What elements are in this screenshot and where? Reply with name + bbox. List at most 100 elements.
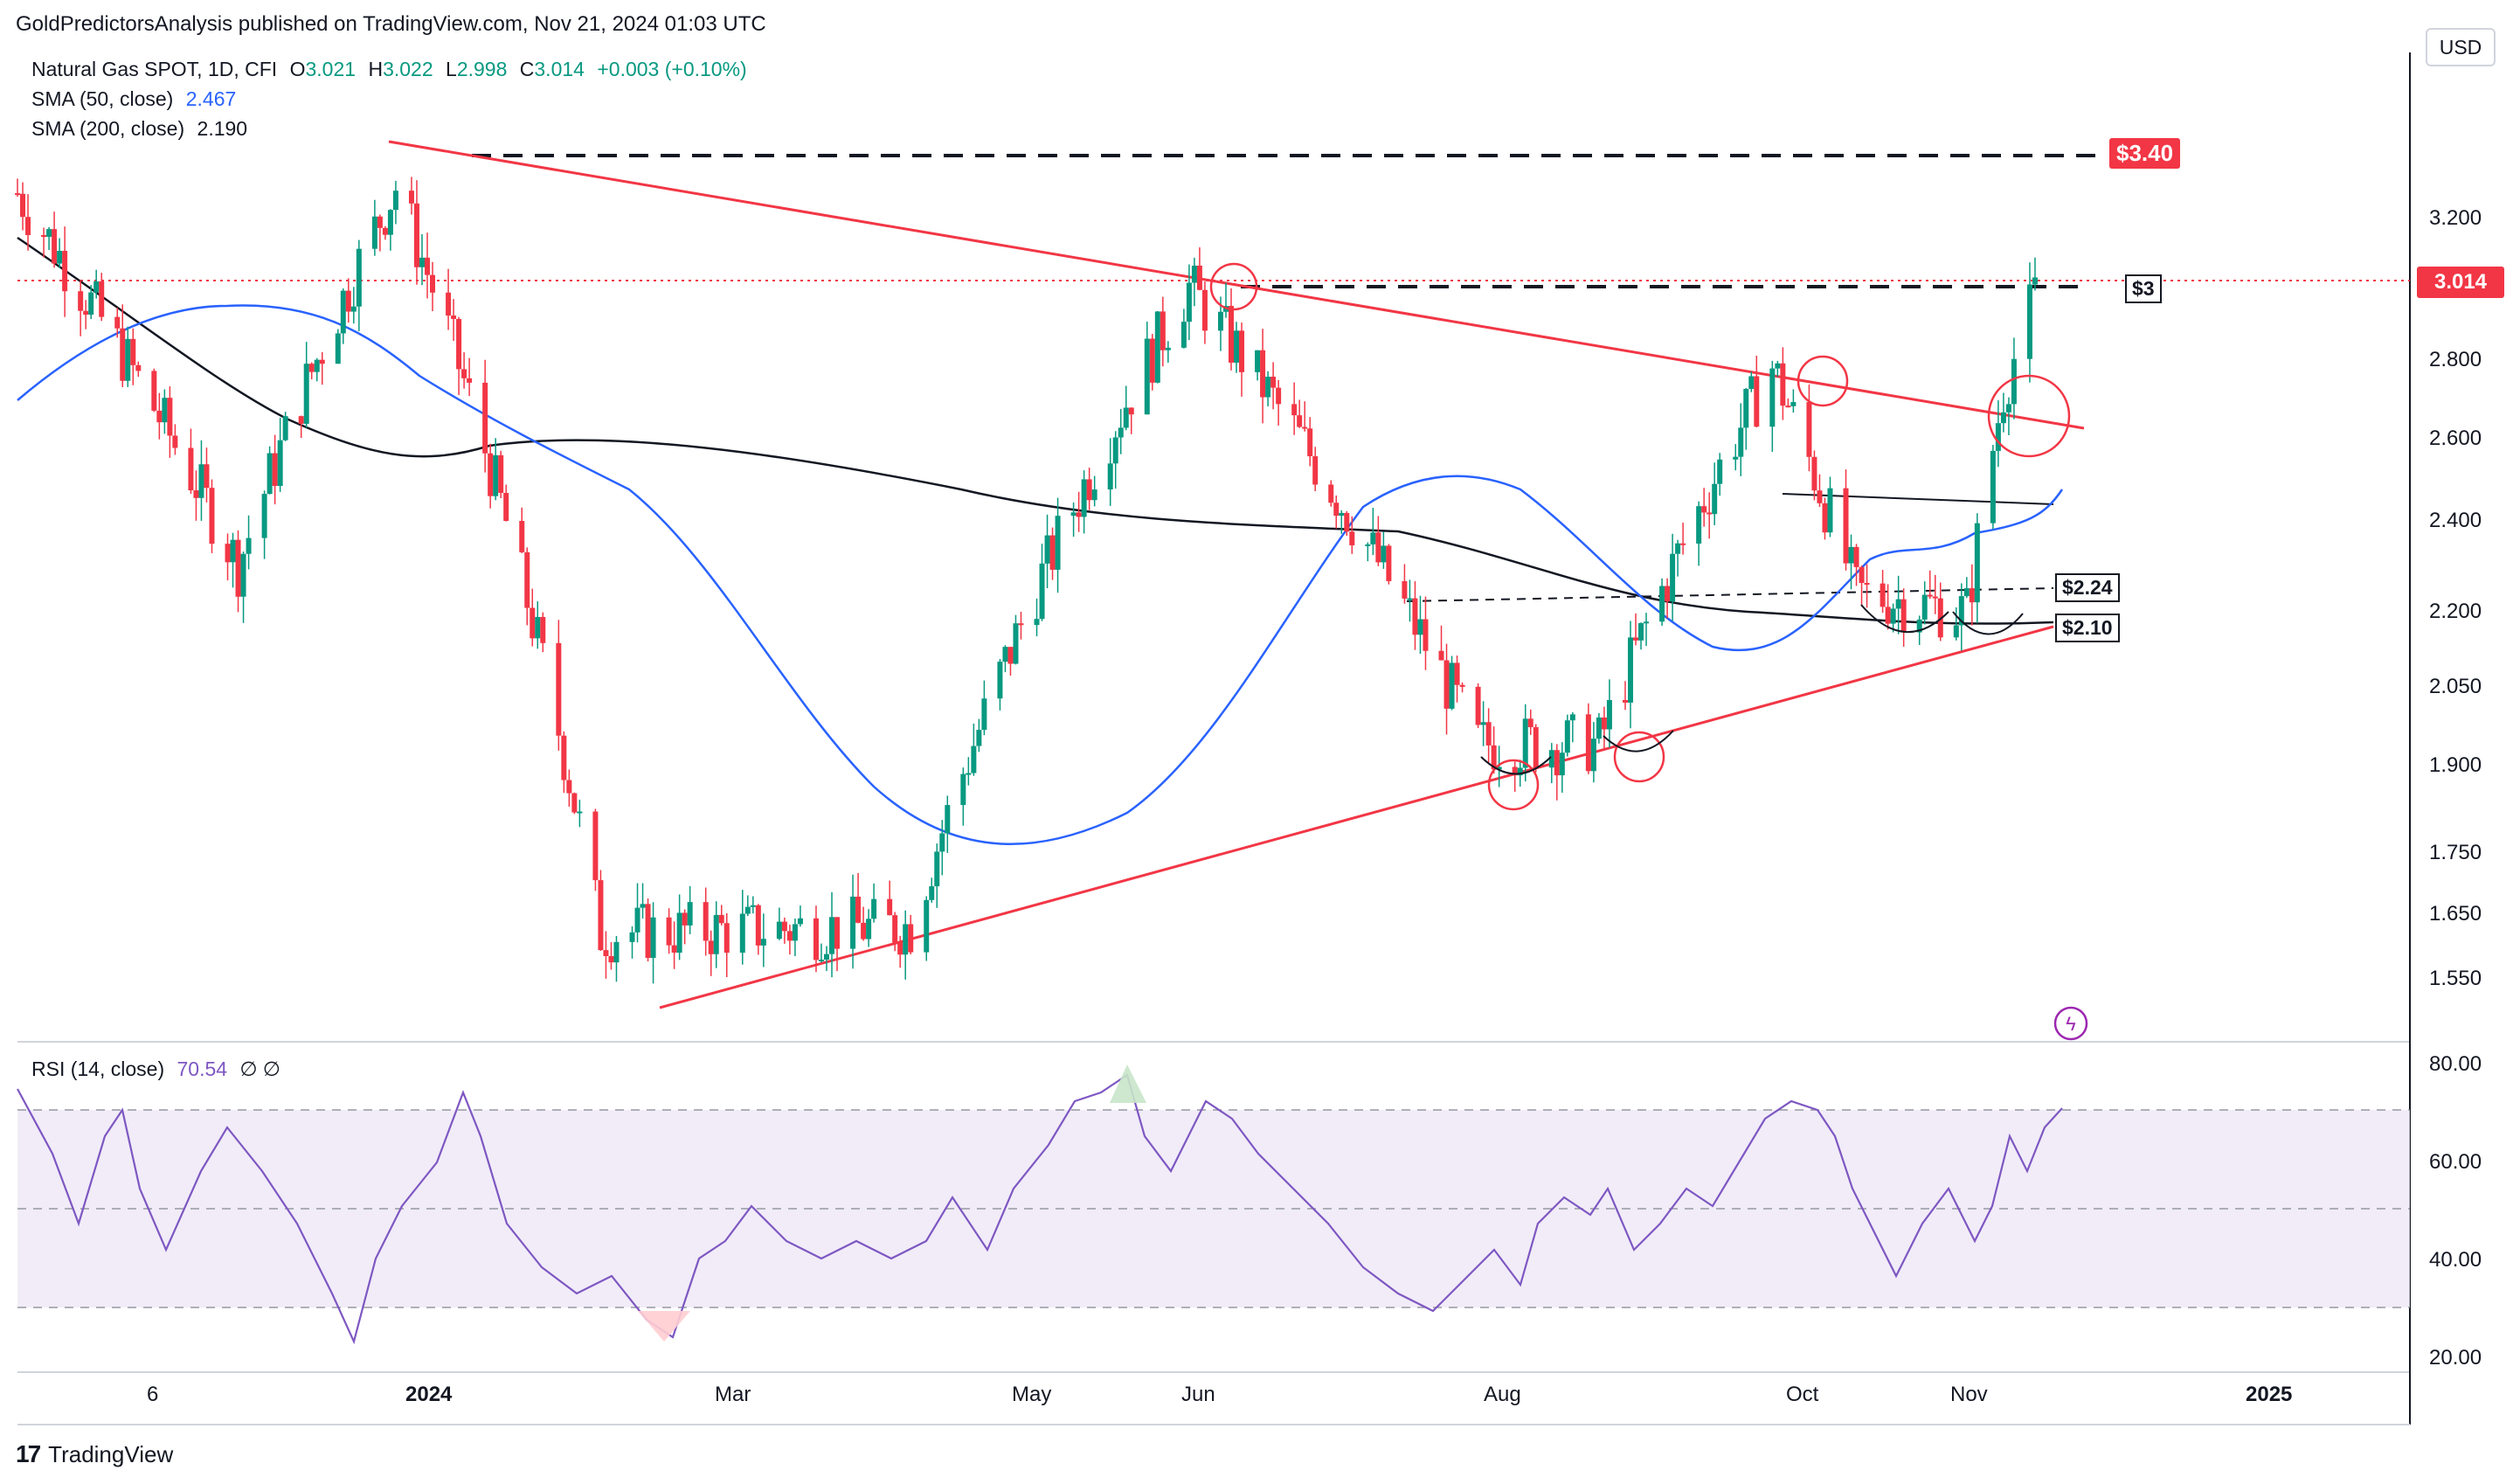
- candle-body: [1307, 428, 1313, 457]
- candle-body: [1239, 330, 1245, 372]
- candle-body: [162, 398, 168, 423]
- candle-body: [1149, 338, 1155, 383]
- y-tick-3200: 3.200: [2429, 206, 2482, 230]
- candle-body: [88, 292, 94, 316]
- candle-body: [1780, 363, 1786, 406]
- y-tick-2050: 2.050: [2429, 675, 2482, 698]
- candle-body: [1328, 484, 1334, 503]
- candle-body: [1627, 637, 1633, 703]
- candle-body: [308, 364, 315, 372]
- candle-body: [2005, 404, 2011, 413]
- tradingview-mark-icon: 17: [16, 1440, 41, 1467]
- candle-body: [188, 447, 194, 491]
- candle-body: [1806, 402, 1812, 457]
- sma50-value: 2.467: [185, 87, 237, 110]
- candle-body: [1569, 714, 1575, 721]
- publisher-line: GoldPredictorsAnalysis published on Trad…: [16, 12, 766, 36]
- candle-body: [703, 902, 709, 941]
- candle-body: [1196, 265, 1202, 290]
- candle-body: [246, 537, 252, 554]
- candle-body: [2000, 412, 2006, 424]
- candle-body: [892, 915, 898, 943]
- candle-body: [1018, 623, 1024, 626]
- level-224-line: [1406, 587, 2054, 602]
- candle-body: [530, 607, 536, 639]
- candle-body: [125, 338, 131, 381]
- candle-body: [225, 544, 231, 563]
- candle-body: [1559, 752, 1565, 776]
- candle-body: [1601, 717, 1607, 730]
- candle-body: [419, 257, 425, 267]
- candle-body: [613, 941, 620, 963]
- candle-body: [866, 919, 872, 940]
- candle-body: [1086, 479, 1092, 501]
- high-label: H: [368, 58, 384, 80]
- candle-body: [1480, 722, 1486, 725]
- candle-body: [645, 904, 651, 959]
- candle-body: [261, 494, 267, 538]
- candle-body: [750, 905, 756, 907]
- x-tick-jun: Jun: [1181, 1383, 1215, 1406]
- candle-body: [1449, 662, 1455, 709]
- candle-body: [198, 464, 204, 498]
- candle-body: [1701, 506, 1707, 513]
- sma200-line: [17, 236, 2054, 625]
- candle-body: [861, 922, 867, 940]
- candle-body: [908, 924, 914, 953]
- candle-body: [41, 234, 47, 237]
- high-value: 3.022: [383, 58, 433, 80]
- tradingview-logo[interactable]: 17 TradingView: [16, 1440, 173, 1468]
- candle-body: [897, 942, 903, 955]
- candle-body: [240, 553, 246, 597]
- candle-body: [1958, 596, 1964, 626]
- candle-body: [1070, 512, 1077, 517]
- candle-body: [1186, 282, 1192, 322]
- candle-body: [425, 257, 431, 275]
- candle-body: [1890, 608, 1896, 624]
- lower-trendline: [659, 625, 2054, 1009]
- candle-body: [2011, 358, 2017, 405]
- currency-button[interactable]: USD: [2426, 28, 2496, 66]
- candle-body: [1044, 535, 1050, 564]
- candle-body: [156, 410, 163, 423]
- candle-body: [15, 193, 20, 196]
- candle-body: [1039, 563, 1045, 620]
- candle-body: [1895, 599, 1901, 609]
- candle-body: [871, 898, 877, 919]
- candle-body: [1417, 619, 1423, 635]
- candle-body: [1217, 311, 1223, 331]
- bottom-arc-sep: [1603, 730, 1674, 752]
- candle-body: [1270, 377, 1277, 388]
- y-tick-2200: 2.200: [2429, 600, 2482, 623]
- alert-flash-icon[interactable]: [2053, 1006, 2088, 1041]
- candle-body: [430, 274, 436, 293]
- candle-body: [1112, 437, 1118, 464]
- candle-body: [167, 398, 173, 436]
- candle-body: [282, 416, 288, 440]
- candle-body: [1339, 512, 1345, 517]
- candle-body: [1843, 488, 1849, 564]
- candle-body: [1754, 376, 1760, 427]
- candle-body: [603, 950, 609, 957]
- candle-body: [1916, 619, 1922, 633]
- candle-body: [776, 921, 782, 940]
- target-340-label: $3.40: [2109, 138, 2181, 169]
- candle-body: [2032, 277, 2038, 285]
- x-tick-mar: Mar: [715, 1383, 751, 1406]
- candle-body: [1234, 330, 1240, 363]
- upper-trendline: [388, 140, 2085, 430]
- candle-body: [1123, 407, 1129, 428]
- candle-body: [408, 191, 414, 204]
- candle-body: [924, 899, 930, 953]
- candle-body: [1007, 647, 1014, 664]
- candle-body: [493, 454, 499, 496]
- x-tick-aug: Aug: [1484, 1383, 1521, 1406]
- candle-body: [903, 924, 909, 955]
- candle-body: [929, 886, 935, 900]
- candle-body: [1969, 588, 1975, 603]
- candle-body: [1990, 450, 1996, 524]
- candle-body: [1822, 503, 1828, 533]
- candle-body: [1002, 647, 1008, 662]
- y-tick-2400: 2.400: [2429, 509, 2482, 532]
- candle-body: [934, 851, 940, 887]
